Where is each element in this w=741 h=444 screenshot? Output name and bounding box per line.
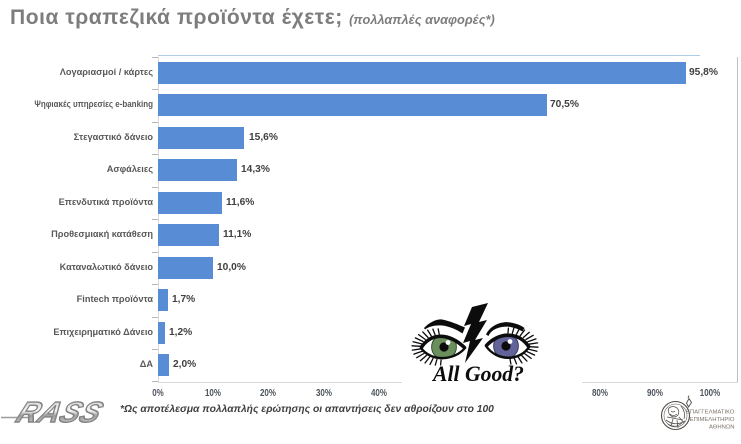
svg-text:ΕΠΑΓΓΕΛΜΑΤΙΚΟ: ΕΠΑΓΓΕΛΜΑΤΙΚΟ [686,409,735,415]
svg-text:ΕΠΙΜΕΛΗΤΗΡΙΟ: ΕΠΙΜΕΛΗΤΗΡΙΟ [690,417,735,423]
svg-text:All Good?: All Good? [431,361,524,386]
svg-text:RASS: RASS [11,396,108,428]
svg-text:ΑΘΗΝΩΝ: ΑΘΗΝΩΝ [709,425,735,431]
